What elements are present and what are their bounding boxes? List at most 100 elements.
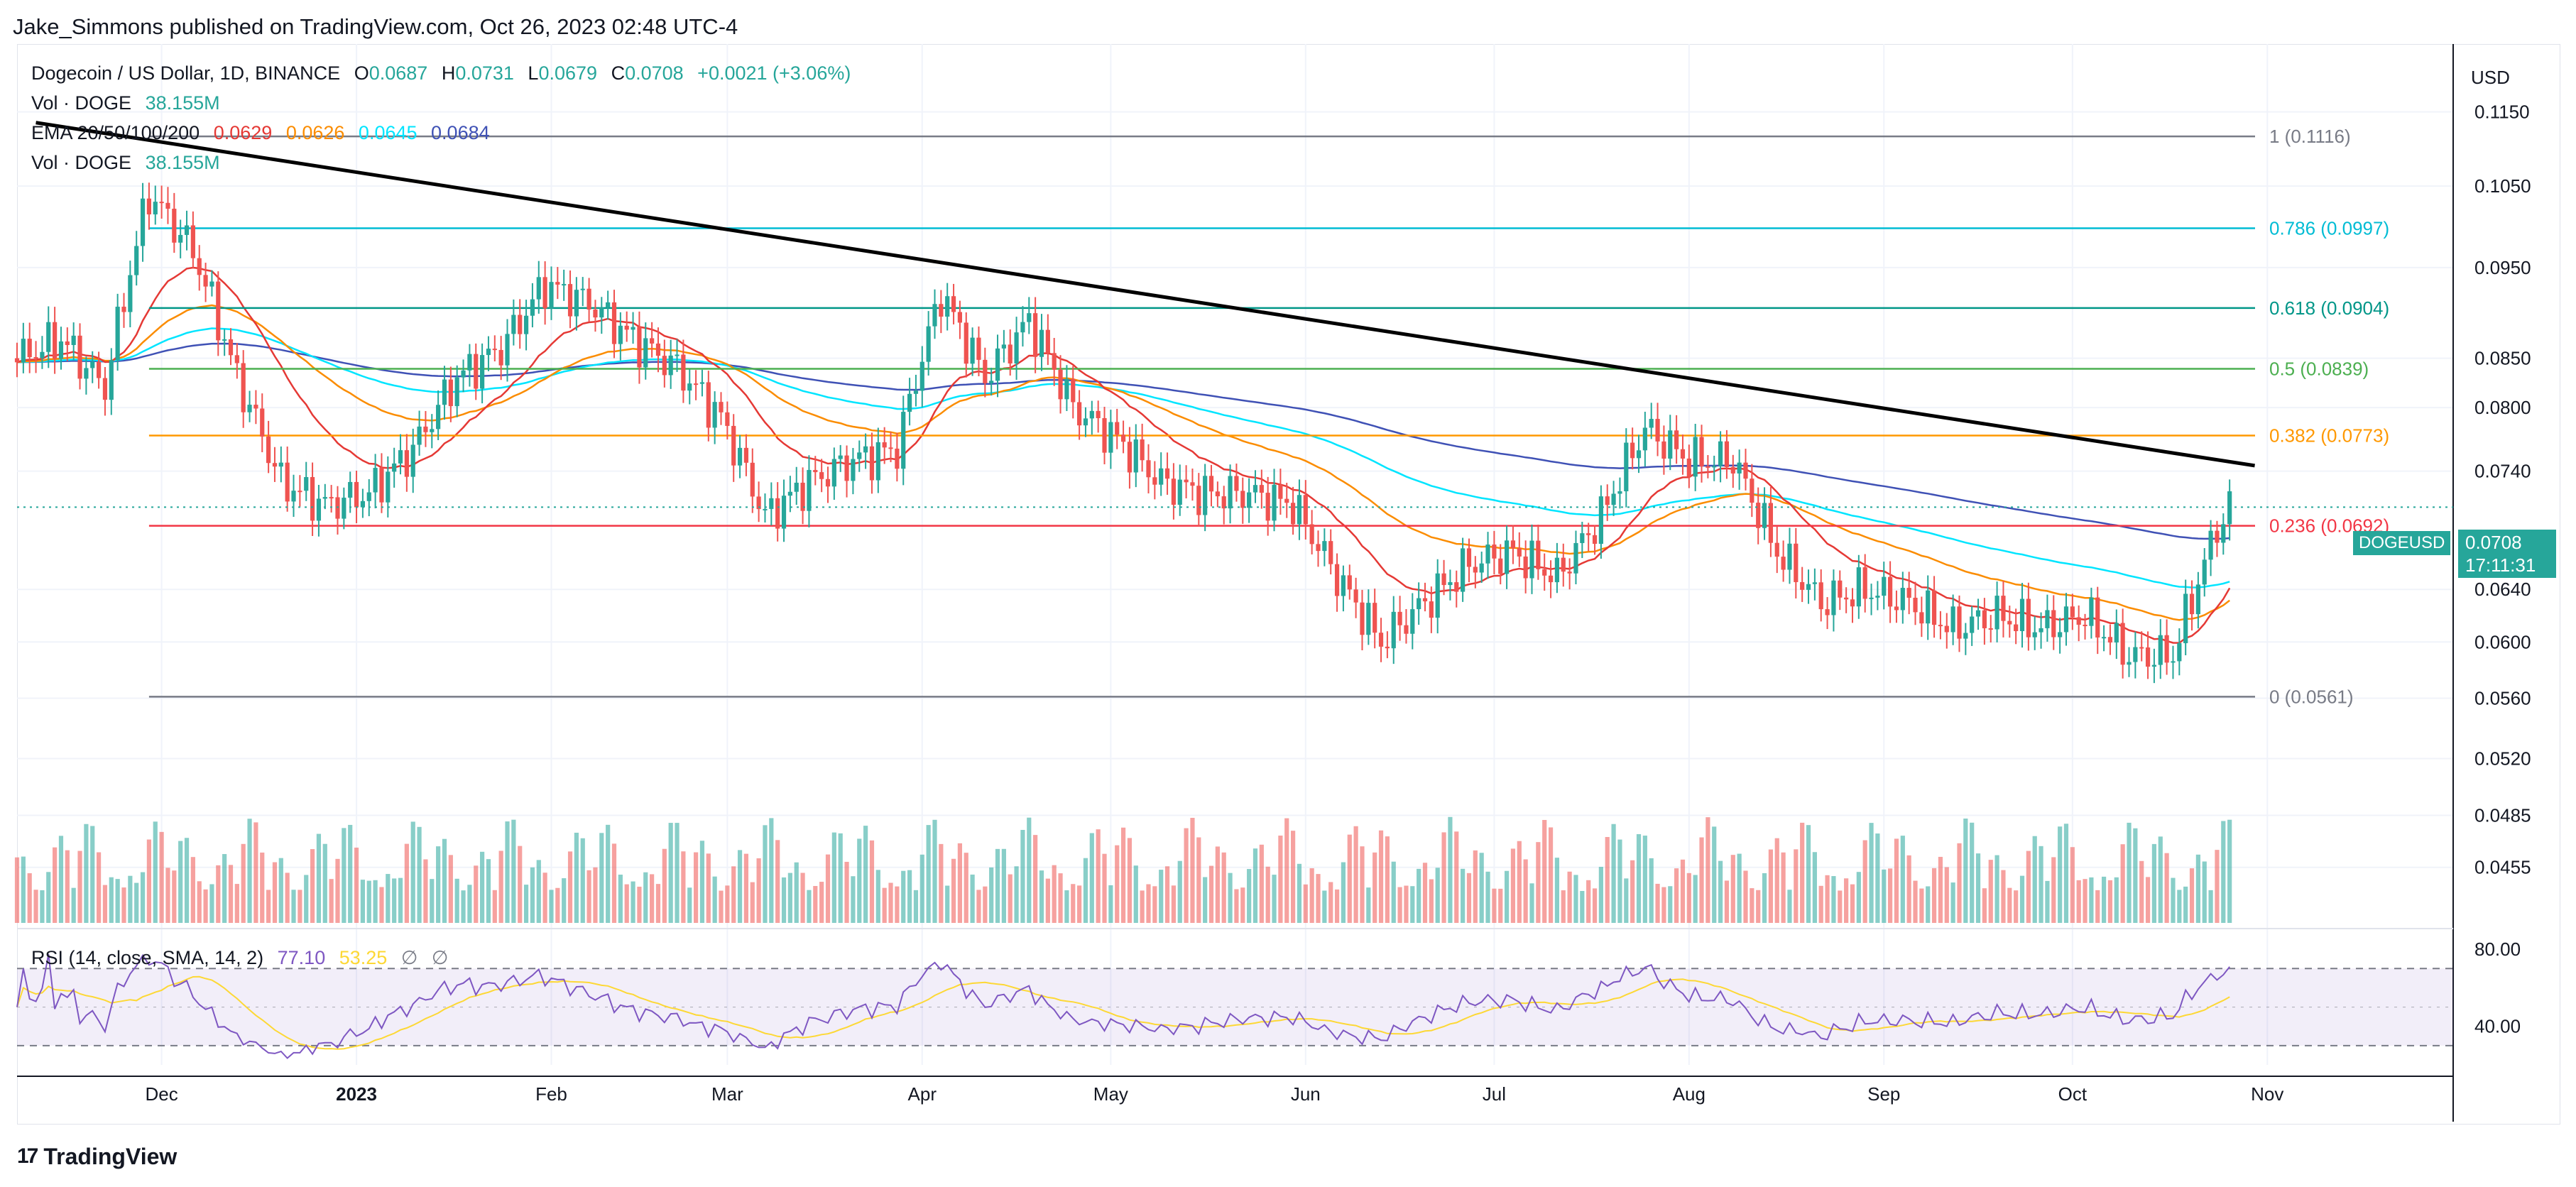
candle-body — [1309, 524, 1314, 545]
candle-body — [895, 448, 900, 469]
candle-body — [1252, 485, 1258, 493]
volume-bar — [1970, 822, 1975, 923]
volume-bar — [379, 887, 384, 923]
candle-body — [1466, 548, 1472, 567]
volume-bar — [1580, 890, 1585, 923]
rsi-line — [16, 953, 2230, 1059]
volume-bar — [2102, 876, 2107, 923]
volume-bar — [1033, 835, 1038, 923]
candle-body — [1818, 582, 1823, 610]
volume-bar — [1919, 888, 1924, 923]
volume-bar — [1228, 873, 1233, 923]
time-tick-label: Oct — [2058, 1083, 2087, 1105]
candle-body — [115, 307, 120, 361]
symbol-title[interactable]: Dogecoin / US Dollar, 1D, BINANCE — [31, 62, 341, 84]
candle-body — [1787, 543, 1792, 570]
candle-body — [624, 325, 629, 330]
time-tick-label: Jul — [1483, 1083, 1506, 1105]
candle-body — [1724, 441, 1730, 467]
volume-bar — [2014, 890, 2019, 923]
candle-body — [467, 354, 472, 371]
chart-frame[interactable] — [17, 44, 2560, 1125]
candle-body — [1297, 495, 1302, 525]
volume-bar — [178, 841, 183, 923]
candle-body — [1567, 571, 1572, 574]
rsi-label[interactable]: RSI (14, close, SMA, 14, 2) — [31, 947, 264, 968]
ema50-value: 0.0626 — [285, 122, 345, 143]
candle-body — [1366, 603, 1371, 635]
fib-level-label: 0.618 (0.0904) — [2269, 297, 2389, 319]
volume-label[interactable]: Vol · DOGE — [31, 92, 132, 114]
volume-bar — [1020, 830, 1025, 923]
volume-bar — [562, 878, 567, 923]
candle-body — [1152, 477, 1157, 485]
volume-bar — [423, 859, 428, 923]
change-value: +0.0021 (+3.06%) — [697, 62, 851, 84]
volume-bar — [1812, 852, 1817, 923]
time-tick-label: May — [1093, 1083, 1128, 1105]
candle-body — [907, 393, 912, 412]
candle-body — [285, 462, 290, 502]
volume-bar — [1718, 860, 1723, 923]
volume-bar — [121, 887, 126, 923]
candle-body — [2083, 625, 2087, 627]
volume-bar — [1894, 838, 1899, 923]
rsi-sma-line — [16, 975, 2230, 1050]
candle-body — [1498, 558, 1503, 574]
volume-bar — [1372, 852, 1377, 923]
candle-body — [184, 225, 190, 235]
candle-body — [750, 462, 755, 497]
ema-label[interactable]: EMA 20/50/100/200 — [31, 122, 200, 143]
price-tick-label: 0.1150 — [2474, 102, 2530, 123]
volume-bar — [1429, 879, 1434, 923]
volume-bar — [725, 885, 730, 923]
volume-bar — [819, 882, 824, 923]
volume-label-2[interactable]: Vol · DOGE — [31, 152, 132, 173]
volume-bar — [731, 866, 736, 923]
volume-bar — [285, 873, 290, 923]
footer-brand[interactable]: 17 TradingView — [17, 1140, 177, 1173]
candle-body — [1228, 476, 1233, 509]
candle-body — [511, 314, 516, 334]
volume-bar — [756, 858, 761, 923]
candle-body — [995, 348, 1000, 381]
volume-bar — [1221, 852, 1226, 923]
candle-body — [159, 202, 164, 204]
candle-body — [109, 360, 114, 400]
volume-bar — [2227, 819, 2232, 923]
candle-body — [2208, 530, 2213, 560]
volume-bar — [1190, 818, 1195, 923]
candle-body — [1020, 322, 1025, 333]
candle-body — [518, 314, 523, 334]
volume-bar — [1523, 859, 1528, 923]
candle-body — [574, 290, 579, 317]
candle-body — [1611, 493, 1616, 505]
candle-body — [1743, 462, 1748, 479]
candle-body — [2139, 647, 2144, 649]
candle-body — [1417, 598, 1421, 610]
candle-body — [1164, 468, 1170, 479]
candle-body — [1994, 596, 1999, 630]
candle-body — [1825, 609, 1830, 616]
volume-bar — [2051, 857, 2056, 923]
volume-bar — [857, 838, 862, 923]
volume-bar — [417, 826, 422, 923]
candle-body — [844, 455, 849, 481]
candle-body — [1127, 442, 1133, 473]
currency-label[interactable]: USD — [2471, 67, 2510, 88]
volume-bar — [1624, 878, 1629, 923]
volume-bar — [222, 854, 227, 923]
volume-bar — [875, 870, 880, 923]
volume-bar — [1291, 831, 1296, 923]
volume-bar — [844, 861, 849, 923]
volume-bar — [650, 874, 655, 923]
volume-bar — [919, 854, 924, 923]
candle-body — [1240, 491, 1245, 508]
volume-bar — [272, 862, 278, 923]
volume-bar — [1353, 826, 1358, 923]
volume-bar — [1461, 868, 1466, 923]
time-tick-label: Feb — [535, 1083, 567, 1105]
volume-bar — [787, 873, 792, 923]
volume-bar — [1422, 863, 1428, 923]
